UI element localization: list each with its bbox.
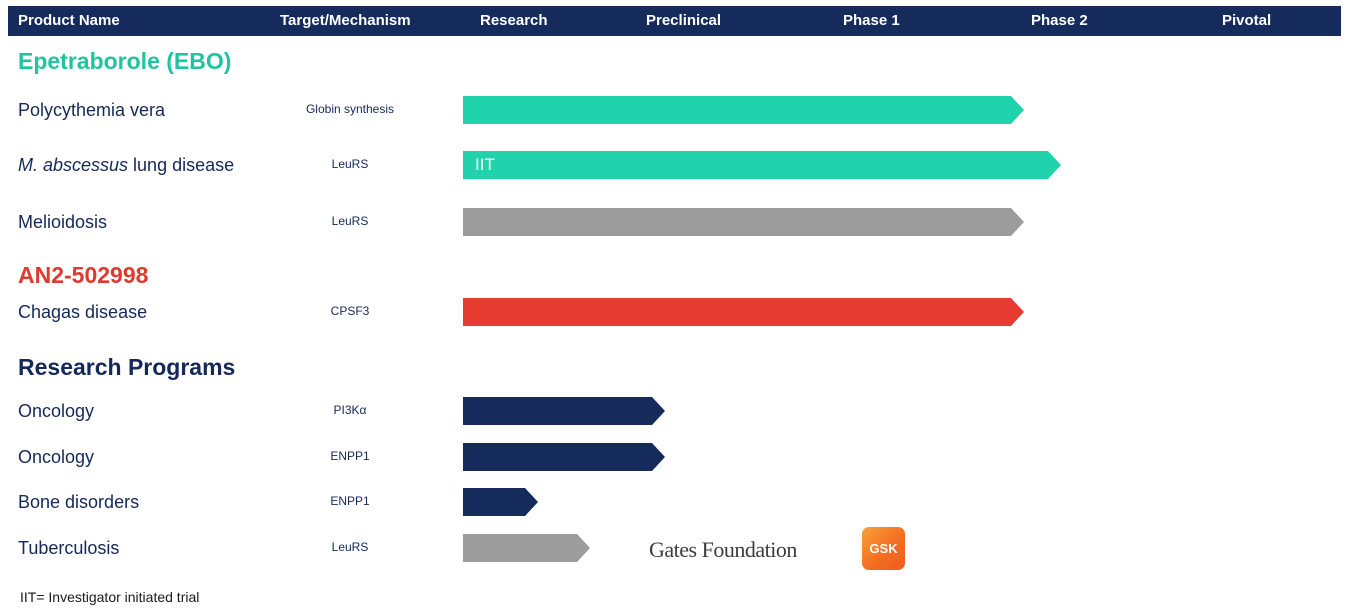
target-label: Globin synthesis — [305, 102, 395, 116]
gates-foundation-logo: Gates Foundation — [649, 537, 797, 562]
section-an2: AN2-502998 — [18, 262, 149, 288]
pipeline-bar — [463, 443, 665, 471]
header-phase2: Phase 2 — [1031, 12, 1088, 29]
target-label: ENPP1 — [330, 449, 370, 463]
header-target: Target/Mechanism — [280, 12, 411, 29]
header-phase1: Phase 1 — [843, 12, 900, 29]
pipeline-bar — [463, 96, 1024, 124]
header-pivotal: Pivotal — [1222, 12, 1272, 29]
target-label: LeuRS — [331, 214, 369, 228]
indication-label: Polycythemia vera — [18, 100, 166, 120]
header-product-name: Product Name — [18, 12, 120, 29]
target-label: ENPP1 — [330, 494, 370, 508]
gsk-logo: GSK — [862, 527, 905, 570]
header-research: Research — [480, 12, 548, 29]
pipeline-bar — [463, 397, 665, 425]
pipeline-bar — [463, 488, 538, 516]
indication-label: M. abscessus lung disease — [18, 155, 235, 175]
indication-label: Bone disorders — [18, 492, 140, 512]
indication-label: Oncology — [18, 447, 95, 467]
target-label: LeuRS — [331, 157, 369, 171]
pipeline-bar: IIT — [463, 151, 1061, 179]
indication-label: Melioidosis — [18, 212, 108, 232]
target-label: LeuRS — [331, 540, 369, 554]
section-research-programs: Research Programs — [18, 354, 236, 380]
indication-label: Tuberculosis — [18, 538, 120, 558]
target-label: PI3Kα — [333, 403, 367, 417]
footnote: IIT= Investigator initiated trial — [20, 589, 200, 605]
pipeline-bar — [463, 208, 1024, 236]
pipeline-header: Product Name Target/Mechanism Research P… — [8, 6, 1341, 36]
pipeline-bar — [463, 534, 590, 562]
header-preclinical: Preclinical — [646, 12, 722, 29]
target-label: CPSF3 — [330, 304, 370, 318]
section-epetraborole: Epetraborole (EBO) — [18, 48, 232, 74]
indication-label: Chagas disease — [18, 302, 148, 322]
pipeline-bar — [463, 298, 1024, 326]
bar-label: IIT — [475, 155, 495, 174]
indication-label: Oncology — [18, 401, 95, 421]
